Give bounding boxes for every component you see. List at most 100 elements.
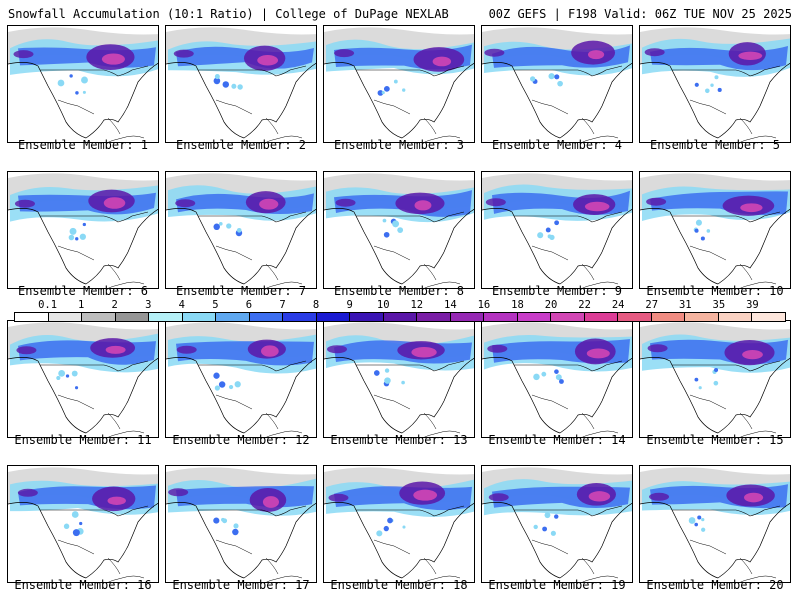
ensemble-member-panel xyxy=(323,25,475,143)
coastal-snow-area xyxy=(334,49,355,58)
ensemble-member-panel xyxy=(639,171,791,289)
mountain-snow-spot xyxy=(63,523,70,529)
colorbar-label: 39 xyxy=(746,299,759,311)
colorbar-label: 31 xyxy=(678,299,692,311)
snowfall-map xyxy=(640,173,790,288)
coastal-snow-area xyxy=(13,50,34,59)
ensemble-member-label: Ensemble Member: 18 xyxy=(330,578,468,592)
colorbar-swatch xyxy=(15,313,49,321)
mountain-snow-spot xyxy=(82,90,86,94)
us-canada-border xyxy=(514,505,623,517)
colorbar-swatch xyxy=(651,313,686,321)
ensemble-member-panel xyxy=(7,171,159,289)
coastal-snow-area xyxy=(649,492,670,501)
colorbar-swatch xyxy=(752,313,785,321)
gulf-coast xyxy=(107,117,145,142)
coastline xyxy=(166,62,316,139)
gulf-coast xyxy=(581,263,619,288)
mountain-snow-spot xyxy=(694,377,699,382)
colorbar-swatch xyxy=(115,313,150,321)
coastline xyxy=(482,502,632,579)
max-snow-area xyxy=(413,489,438,501)
ensemble-member-panel xyxy=(7,320,159,438)
ensemble-member-label: Ensemble Member: 9 xyxy=(491,284,623,298)
mountain-snow-spot xyxy=(376,530,383,537)
coastal-snow-area xyxy=(173,49,194,58)
mountain-snow-spot xyxy=(383,525,389,532)
mountain-snow-spot xyxy=(233,523,239,529)
mountain-snow-spot xyxy=(554,369,559,374)
mountain-snow-spot xyxy=(393,79,398,84)
max-snow-area xyxy=(432,56,452,67)
mountain-snow-spot xyxy=(541,371,547,377)
colorbar-label: 0.1 xyxy=(38,299,58,311)
gulf-coast xyxy=(581,557,619,582)
colorbar-label: 22 xyxy=(578,299,591,311)
us-canada-border xyxy=(672,65,781,77)
snowfall-map xyxy=(166,27,316,142)
colorbar-swatch xyxy=(283,313,317,321)
coastal-snow-area xyxy=(647,344,668,353)
ensemble-member-panel xyxy=(481,25,633,143)
mountain-snow-spot xyxy=(717,87,722,93)
us-mexico-border xyxy=(215,245,253,261)
ensemble-member-panel xyxy=(481,171,633,289)
colorbar-label: 6 xyxy=(245,299,253,311)
mountain-snow-spot xyxy=(381,91,385,95)
us-canada-border xyxy=(40,360,149,372)
colorbar-label: 4 xyxy=(178,299,185,311)
gulf-coast xyxy=(739,412,777,437)
us-canada-border xyxy=(672,211,781,223)
mountain-snow-spot xyxy=(701,527,706,532)
mountain-snow-spot xyxy=(58,369,66,377)
coastline xyxy=(166,208,316,285)
us-mexico-border xyxy=(531,394,569,410)
max-snow-area xyxy=(103,197,126,209)
gulf-coast xyxy=(581,412,619,437)
colorbar-swatch xyxy=(350,313,384,321)
colorbar-swatch xyxy=(249,313,284,321)
snowfall-map xyxy=(324,27,474,142)
colorbar-swatch xyxy=(484,313,518,321)
max-snow-area xyxy=(740,203,763,213)
ensemble-member-panel xyxy=(323,320,475,438)
mountain-snow-spot xyxy=(554,220,560,226)
snowfall-colorbar: 0.1 1 2 3 4 5 6 7 8 9 10 12 14 16 18 20 22 24 27 31 35 39 xyxy=(14,299,786,322)
max-snow-area xyxy=(261,345,279,357)
ensemble-member-label: Ensemble Member: 5 xyxy=(649,138,781,152)
colorbar-swatch xyxy=(216,313,250,321)
max-snow-area xyxy=(259,198,279,210)
mountain-snow-spot xyxy=(545,227,551,233)
ensemble-member-panel xyxy=(165,320,317,438)
us-canada-border xyxy=(356,65,465,77)
mountain-snow-spot xyxy=(698,386,702,390)
mountain-snow-spot xyxy=(75,237,79,241)
mountain-snow-spot xyxy=(79,233,86,240)
colorbar-label: 12 xyxy=(410,299,424,311)
max-snow-area xyxy=(584,201,610,212)
mountain-snow-spot xyxy=(688,517,696,524)
snowfall-map xyxy=(640,322,790,437)
max-snow-area xyxy=(586,348,610,359)
snowfall-map xyxy=(640,467,790,582)
max-snow-area xyxy=(414,200,432,211)
us-mexico-border xyxy=(689,245,727,261)
mountain-snow-spot xyxy=(549,234,555,241)
ensemble-member-label: Ensemble Member: 4 xyxy=(491,138,623,152)
mountain-snow-spot xyxy=(69,227,77,235)
mountain-snow-spot xyxy=(384,377,391,384)
us-mexico-border xyxy=(531,539,569,555)
mountain-snow-spot xyxy=(79,521,83,526)
us-mexico-border xyxy=(215,99,253,115)
snowfall-map xyxy=(8,27,158,142)
mountain-snow-spot xyxy=(218,381,226,388)
mountain-snow-spot xyxy=(401,380,405,385)
colorbar-label: 24 xyxy=(611,299,625,311)
coastline xyxy=(166,502,316,579)
us-mexico-border xyxy=(373,99,411,115)
snowfall-map xyxy=(324,322,474,437)
ensemble-member-panel xyxy=(481,465,633,583)
mountain-snow-spot xyxy=(558,379,564,384)
coastline xyxy=(8,357,158,434)
us-canada-border xyxy=(514,65,623,77)
